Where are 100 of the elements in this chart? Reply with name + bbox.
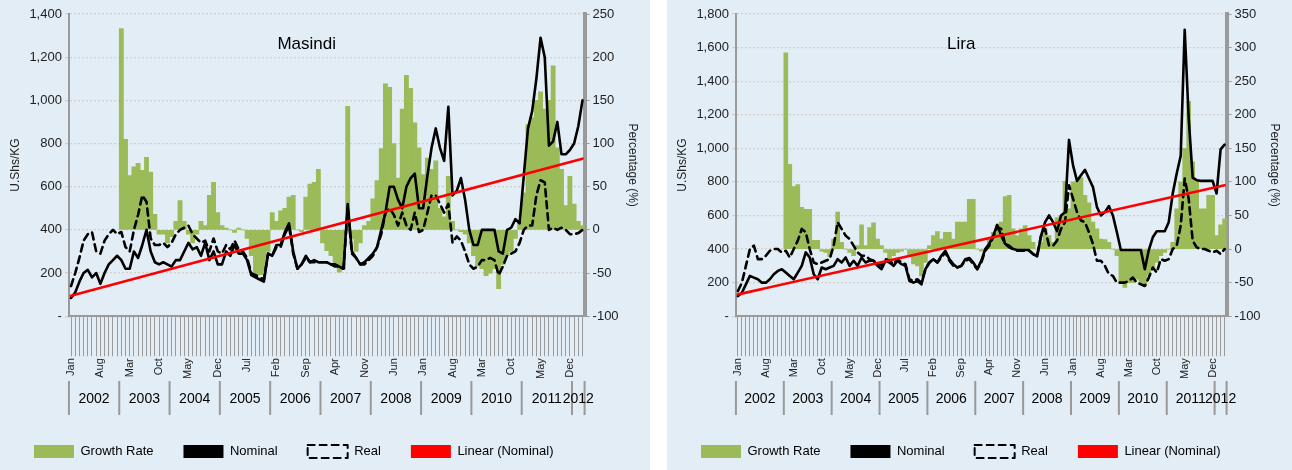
text: 2010 <box>1127 389 1159 406</box>
y2-tick-label: 250 <box>1234 72 1257 88</box>
y-tick-label: 1,200 <box>696 106 729 122</box>
x-tick-label: Feb <box>926 358 939 378</box>
y2-axis-title: Percentage (%) <box>1268 123 1283 207</box>
x-tick-label: Aug <box>758 358 771 378</box>
y2-tick-label: 200 <box>1234 106 1257 122</box>
text: 2002 <box>78 389 110 406</box>
y2-tick-label: 150 <box>592 91 615 107</box>
x-tick-label: Jul <box>898 358 911 373</box>
x-tick-label: Apr <box>328 357 341 376</box>
y-tick-label: 400 <box>707 240 729 256</box>
text: 2004 <box>179 389 211 406</box>
text: 2006 <box>935 389 968 406</box>
legend-label: Growth Rate <box>747 443 821 459</box>
x-tick-label: Sep <box>954 358 967 378</box>
x-tick-label: May <box>533 357 546 379</box>
x-tick-label: Mar <box>786 357 799 378</box>
x-tick-label: Mar <box>1121 357 1134 378</box>
y2-tick-label: 100 <box>1234 173 1257 189</box>
text: Masindi <box>277 34 337 54</box>
y2-tick-label: -50 <box>1234 274 1254 290</box>
y2-tick-label: 200 <box>592 48 615 64</box>
x-tick-label: May <box>842 357 855 379</box>
y-tick-label: 1,800 <box>696 5 729 21</box>
y2-tick-label: -100 <box>1234 307 1261 323</box>
text: 2008 <box>380 389 412 406</box>
x-tick-label: Jul <box>240 358 253 373</box>
x-tick-label: Aug <box>93 358 106 378</box>
x-tick-label: Aug <box>445 358 458 378</box>
text: 2005 <box>229 389 261 406</box>
x-tick-label: Nov <box>1010 357 1023 378</box>
legend-label: Linear (Nominal) <box>457 443 554 459</box>
x-tick-label: Jan <box>1066 358 1079 376</box>
x-tick-label: Dec <box>870 357 883 378</box>
y2-tick-label: 0 <box>592 221 600 237</box>
y-tick-label: 1,000 <box>29 91 62 107</box>
x-tick-label: Dec <box>1205 357 1218 378</box>
legend-label: Real <box>1021 443 1048 459</box>
y2-tick-label: -100 <box>592 307 619 323</box>
text: 2009 <box>1079 389 1111 406</box>
text: 2012 <box>1205 389 1237 406</box>
y-tick-label: 1,400 <box>696 72 729 88</box>
text: 2009 <box>430 389 463 406</box>
y2-tick-label: 250 <box>592 5 615 21</box>
y-axis-title: U.Shs/KG <box>7 138 22 192</box>
x-tick-label: Feb <box>269 358 282 378</box>
y-tick-label: 600 <box>40 178 62 194</box>
x-tick-label: Jun <box>1038 358 1051 376</box>
x-tick-label: Sep <box>298 358 311 378</box>
legend-label: Nominal <box>229 443 278 459</box>
text: 2004 <box>840 389 872 406</box>
legend-label: Real <box>354 443 381 459</box>
y-tick-label: 600 <box>707 207 729 223</box>
x-tick-label: Dec <box>562 357 575 378</box>
text: 2002 <box>744 389 776 406</box>
x-tick-label: Mar <box>474 357 487 378</box>
legend-label: Growth Rate <box>80 443 154 459</box>
y2-tick-label: 50 <box>592 178 608 194</box>
x-tick-label: Aug <box>1093 358 1106 378</box>
y-tick-label: - <box>724 307 729 323</box>
text: 2010 <box>480 389 513 406</box>
x-tick-label: Oct <box>814 358 827 376</box>
y-tick-label: 1,600 <box>696 39 729 55</box>
y-tick-label: - <box>57 307 62 323</box>
text: 2011 <box>531 389 563 406</box>
y2-tick-label: 0 <box>1234 240 1242 256</box>
y2-tick-label: 350 <box>1234 5 1257 21</box>
x-tick-label: Oct <box>152 358 165 376</box>
x-tick-label: Jan <box>416 358 429 376</box>
x-tick-label: May <box>1177 357 1190 379</box>
x-tick-label: Oct <box>504 358 517 376</box>
text: 2005 <box>887 389 920 406</box>
y-tick-label: 200 <box>707 274 729 290</box>
y-tick-label: 400 <box>40 221 62 237</box>
x-tick-label: Jun <box>386 358 399 376</box>
y-axis-title: U.Shs/KG <box>674 138 689 192</box>
text: 2003 <box>792 389 824 406</box>
y-tick-label: 1,000 <box>696 139 729 155</box>
y2-tick-label: 150 <box>1234 139 1257 155</box>
y2-tick-label: -50 <box>592 264 612 280</box>
text: 2011 <box>1175 389 1206 406</box>
x-tick-label: Dec <box>210 357 223 378</box>
x-tick-label: Mar <box>122 357 135 378</box>
text: 2007 <box>983 389 1015 406</box>
x-tick-label: Apr <box>982 357 995 376</box>
x-tick-label: Oct <box>1149 358 1162 376</box>
text: 2003 <box>128 389 161 406</box>
y-tick-label: 200 <box>40 264 62 280</box>
y2-tick-label: 50 <box>1234 207 1250 223</box>
legend-label: Nominal <box>896 443 945 459</box>
x-tick-label: Jan <box>730 358 743 376</box>
legend-label: Linear (Nominal) <box>1124 443 1221 459</box>
y2-tick-label: 100 <box>592 135 615 151</box>
y-tick-label: 800 <box>40 135 62 151</box>
text: 2012 <box>562 389 595 406</box>
x-tick-label: May <box>181 357 194 379</box>
y2-tick-label: 300 <box>1234 39 1257 55</box>
text: 2007 <box>330 389 362 406</box>
text: Lira <box>947 34 976 54</box>
